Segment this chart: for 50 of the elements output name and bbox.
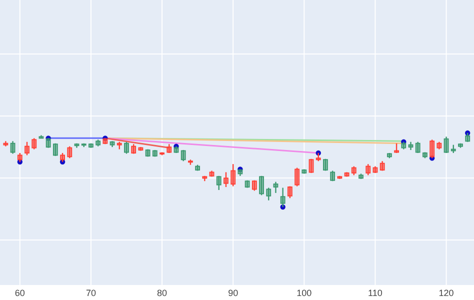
candlestick — [344, 172, 350, 178]
candlestick — [32, 138, 37, 150]
candlestick — [244, 180, 250, 188]
candlestick — [138, 146, 144, 152]
candlestick — [330, 170, 336, 182]
candlestick — [224, 172, 228, 188]
candlestick — [337, 175, 342, 180]
x-tick-label: 110 — [368, 288, 382, 298]
candlestick — [38, 134, 44, 139]
x-tick-label: 100 — [296, 288, 312, 298]
candlestick — [436, 141, 442, 150]
candlestick — [46, 138, 51, 148]
candlestick — [202, 175, 208, 182]
candlestick — [408, 141, 414, 151]
candlestick — [380, 160, 385, 172]
candlestick — [259, 175, 264, 196]
candlestick — [415, 141, 420, 154]
candlestick — [366, 163, 371, 176]
candlestick — [294, 167, 300, 187]
candlestick — [24, 141, 30, 156]
candlestick — [124, 141, 129, 154]
candlestick — [10, 140, 16, 154]
candlestick — [280, 187, 286, 208]
candlestick — [102, 138, 108, 145]
candlestick — [3, 140, 8, 147]
candlestick — [252, 180, 257, 192]
candlestick — [67, 146, 72, 159]
candlestick — [145, 148, 150, 158]
candlestick — [216, 175, 222, 191]
candlestick — [110, 140, 115, 148]
candlestick — [273, 181, 278, 194]
candlestick — [209, 170, 214, 178]
candlestick — [230, 163, 236, 187]
candlestick — [266, 187, 272, 201]
candlestick — [323, 158, 328, 172]
candlestick — [302, 168, 307, 174]
x-tick-label: 70 — [86, 288, 96, 298]
x-tick-label: 90 — [228, 288, 238, 298]
candlestick — [430, 139, 435, 159]
candlestick — [238, 168, 243, 177]
x-tick-label: 60 — [14, 288, 25, 298]
candlestick — [74, 142, 80, 148]
x-tick-label: 120 — [438, 288, 454, 298]
candlestick — [287, 186, 292, 199]
candlestick — [131, 144, 136, 154]
candlestick — [444, 136, 449, 154]
candlestick — [308, 158, 314, 174]
x-tick-label: 80 — [157, 288, 168, 298]
candlestick — [180, 149, 186, 162]
candlestick — [52, 142, 58, 157]
